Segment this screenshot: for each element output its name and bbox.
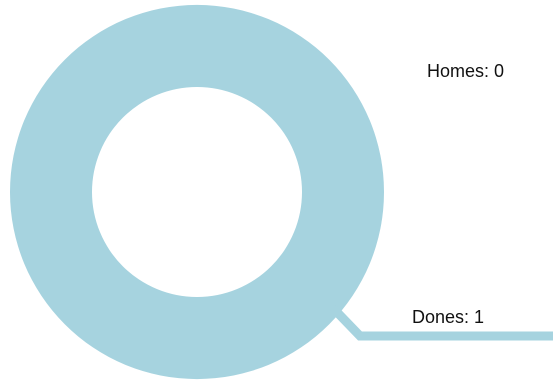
leader-lines bbox=[329, 304, 553, 341]
leader-line-dones bbox=[329, 304, 553, 341]
donut-slices bbox=[9, 4, 385, 380]
slice-label-dones: Dones: 1 bbox=[412, 307, 485, 327]
slice-label-homes: Homes: 0 bbox=[427, 61, 505, 81]
donut-slice-dones bbox=[9, 4, 385, 380]
